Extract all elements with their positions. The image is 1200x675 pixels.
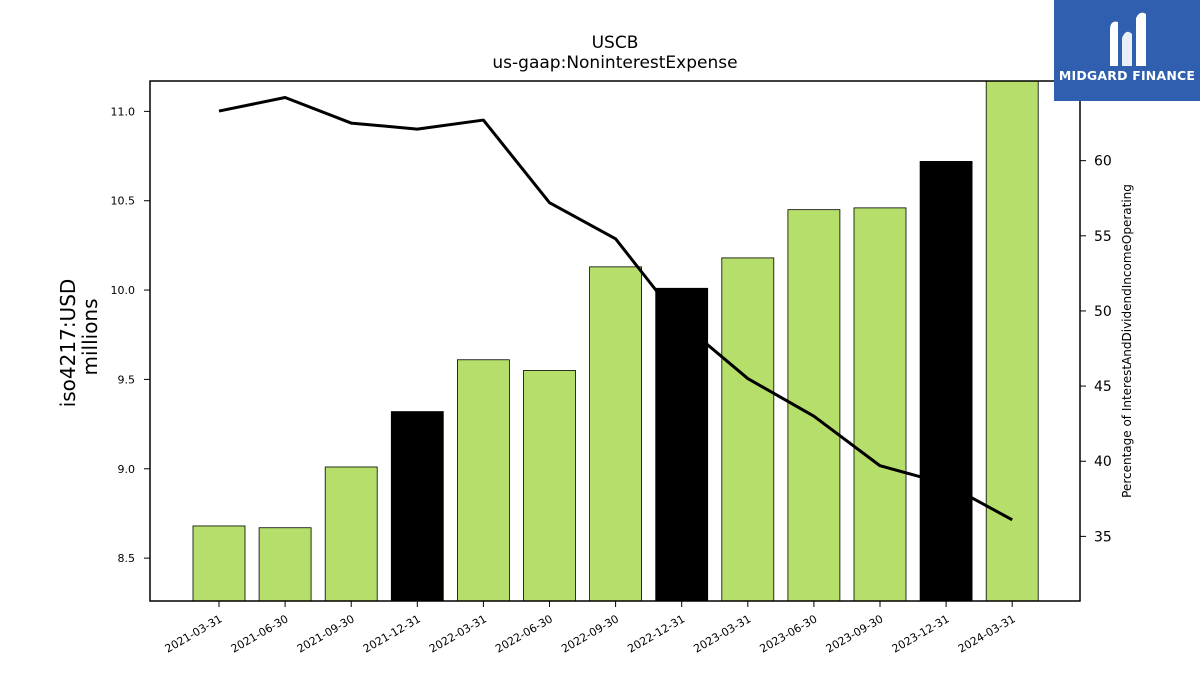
- chart-title: USCB: [592, 33, 639, 53]
- x-axis-ticks: 2021-03-31 2021-06-30 2021-09-30 2021-12-31…: [163, 601, 1018, 656]
- y2-tick-label: 40: [1094, 454, 1112, 470]
- x-tick-label: 2021-03-31: [163, 612, 225, 655]
- x-tick-label: 2024-03-31: [956, 612, 1018, 655]
- plot-frame: [149, 80, 1081, 602]
- bar-2022-06-30: [523, 370, 576, 602]
- x-tick-label: 2022-09-30: [559, 612, 621, 655]
- midgard-logo-icon: [1110, 12, 1146, 67]
- x-tick-label: 2023-09-30: [824, 612, 886, 655]
- logo-text: MIDGARD FINANCE: [1058, 68, 1196, 83]
- y-tick-label: 10.0: [111, 284, 136, 297]
- x-tick-label: 2022-06-30: [493, 612, 555, 655]
- x-tick-label: 2021-12-31: [361, 612, 423, 655]
- x-tick-label: 2022-12-31: [625, 612, 687, 655]
- y-axis-label-line1: iso4217:USD: [56, 279, 80, 408]
- y2-tick-label: 60: [1094, 154, 1112, 170]
- y2-tick-label: 45: [1094, 379, 1112, 395]
- x-tick-label: 2022-03-31: [427, 612, 489, 655]
- x-tick-label: 2021-09-30: [295, 612, 357, 655]
- y-tick-label: 8.5: [118, 552, 136, 565]
- y-tick-label: 11.0: [111, 105, 136, 118]
- y-axis-ticks: 8.5 9.0 9.5 10.0 10.5 11.0: [111, 105, 150, 565]
- x-tick-label: 2021-06-30: [229, 612, 291, 655]
- bar-2022-03-31: [456, 359, 510, 602]
- bar-2024-03-31: [985, 80, 1039, 602]
- bar-2022-12-31: [655, 287, 709, 602]
- bar-2021-03-31: [192, 525, 246, 602]
- y-tick-label: 9.5: [118, 373, 136, 386]
- bar-2021-06-30: [258, 527, 312, 602]
- chart-subtitle: us-gaap:NoninterestExpense: [492, 53, 737, 73]
- bar-2023-12-31: [919, 161, 973, 602]
- bar-2021-09-30: [324, 466, 378, 602]
- x-tick-label: 2023-06-30: [758, 612, 820, 655]
- y2-tick-label: 55: [1094, 229, 1112, 245]
- y2-tick-label: 35: [1094, 529, 1112, 545]
- line-group: [218, 96, 1013, 522]
- y2-tick-label: 50: [1094, 304, 1112, 320]
- bar-2021-12-31: [390, 411, 444, 602]
- y-axis-label-line2: millions: [78, 298, 102, 375]
- y-tick-label: 9.0: [118, 463, 136, 476]
- x-tick-label: 2023-03-31: [691, 612, 753, 655]
- bar-2023-09-30: [853, 207, 907, 602]
- y2-axis-label: Percentage of InterestAndDividendIncomeO…: [1120, 184, 1134, 498]
- y-tick-label: 10.5: [111, 195, 136, 208]
- bar-2022-09-30: [589, 266, 642, 602]
- y2-axis-ticks: 35 40 45 50 55 60: [1080, 154, 1112, 545]
- bar-2023-03-31: [721, 257, 775, 602]
- bars-group: [192, 80, 1039, 602]
- x-tick-label: 2023-12-31: [890, 612, 952, 655]
- brand-logo: MIDGARD FINANCE: [1054, 0, 1200, 101]
- line-series: [218, 96, 1013, 522]
